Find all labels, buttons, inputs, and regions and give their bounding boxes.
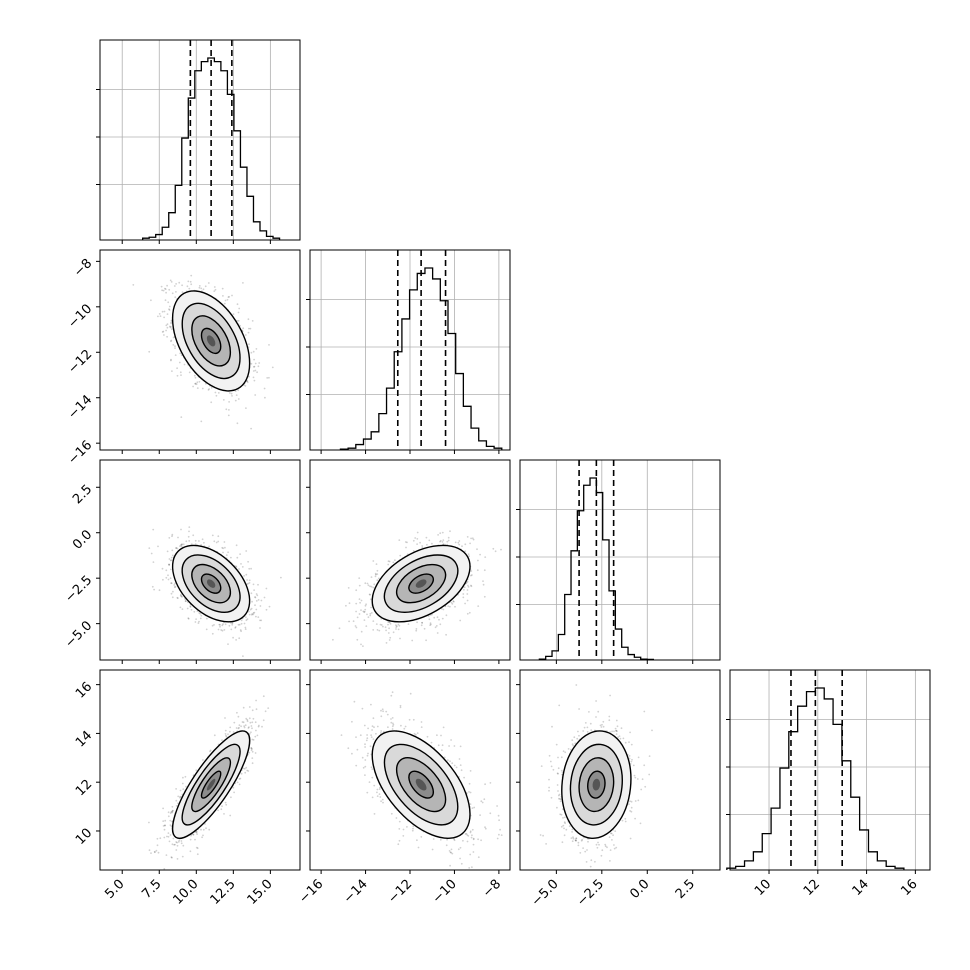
contour-line: [395, 563, 447, 604]
y-tick-label: −14: [65, 392, 95, 422]
x-tick-label: 12.5: [208, 877, 239, 908]
y-tick-label: −5.0: [62, 618, 95, 651]
x-tick-label: 5.0: [102, 877, 127, 902]
x-tick-label: 7.5: [139, 877, 164, 902]
pair-panel-3-2: [516, 669, 721, 874]
contour-line: [200, 327, 222, 355]
histogram-step-3: [726, 687, 905, 870]
x-tick-label: 15.0: [245, 877, 276, 908]
contour-line: [383, 743, 459, 826]
y-tick-label: 0.0: [70, 527, 95, 552]
panel-frame: [99, 39, 301, 241]
y-tick-label: −2.5: [62, 573, 95, 606]
contour-line: [171, 730, 251, 839]
contour-line: [171, 544, 251, 623]
panel-frame: [99, 669, 301, 871]
x-tick-label: −5.0: [529, 877, 562, 910]
x-tick-label: 10.0: [171, 877, 202, 908]
x-tick-label: −12: [385, 877, 415, 907]
contour-line: [171, 290, 251, 392]
x-tick-label: 16: [898, 877, 920, 899]
contour-line: [191, 563, 232, 604]
contour-line: [371, 544, 471, 623]
pair-panel-3-0: [96, 669, 301, 874]
histogram-step-0: [142, 57, 281, 240]
histogram-panel-2: [516, 459, 721, 664]
x-tick-label: −14: [341, 877, 371, 907]
contour-line: [181, 743, 241, 826]
contour-line: [561, 730, 632, 839]
y-tick-label: 2.5: [70, 482, 95, 507]
contour-line: [181, 302, 241, 380]
contour-line: [191, 757, 232, 813]
contour-line: [408, 573, 435, 594]
panel-frame: [99, 249, 301, 451]
y-tick-label: 10: [73, 826, 95, 848]
x-tick-label: −10: [430, 877, 460, 907]
panel-frame: [99, 459, 301, 661]
panel-frame: [519, 669, 721, 871]
pair-panel-2-0: [96, 459, 301, 664]
histogram-panel-3: [726, 669, 931, 874]
x-tick-label: −2.5: [574, 877, 607, 910]
contour-line: [383, 554, 459, 613]
contour-line: [569, 743, 623, 826]
y-tick-label: 16: [73, 679, 95, 701]
x-tick-label: 14: [850, 877, 872, 899]
y-tick-label: 12: [73, 777, 95, 799]
density-level: [415, 778, 427, 791]
x-tick-label: 2.5: [673, 877, 698, 902]
density-level: [206, 579, 216, 588]
y-tick-label: −12: [65, 347, 95, 377]
contour-line: [371, 730, 471, 839]
x-tick-label: 0.0: [627, 877, 652, 902]
contour-line: [181, 554, 241, 613]
panel-frame: [729, 669, 931, 871]
histogram-panel-0: [96, 39, 301, 244]
x-tick-label: −8: [480, 877, 504, 901]
contour-line: [578, 757, 615, 813]
contour-line: [395, 757, 447, 813]
density-level: [206, 778, 216, 791]
y-tick-label: −8: [71, 256, 95, 280]
contour-line: [200, 573, 222, 594]
x-tick-label: 10: [752, 877, 774, 899]
contour-line: [587, 770, 606, 799]
contour-line: [408, 770, 435, 799]
pair-panel-2-1: [306, 459, 511, 664]
density-level: [206, 335, 216, 347]
density-level: [415, 579, 427, 588]
x-tick-label: −16: [296, 877, 326, 907]
pair-panel-3-1: [306, 669, 511, 874]
y-tick-label: −16: [65, 438, 95, 468]
contour-line: [200, 770, 222, 799]
panel-frame: [519, 459, 721, 661]
y-tick-label: −10: [65, 302, 95, 332]
histogram-panel-1: [306, 249, 511, 454]
contour-line: [191, 315, 232, 367]
x-tick-label: 12: [801, 877, 823, 899]
density-level: [592, 778, 601, 791]
pair-panel-1-0: [96, 249, 301, 454]
y-tick-label: 14: [73, 728, 95, 750]
